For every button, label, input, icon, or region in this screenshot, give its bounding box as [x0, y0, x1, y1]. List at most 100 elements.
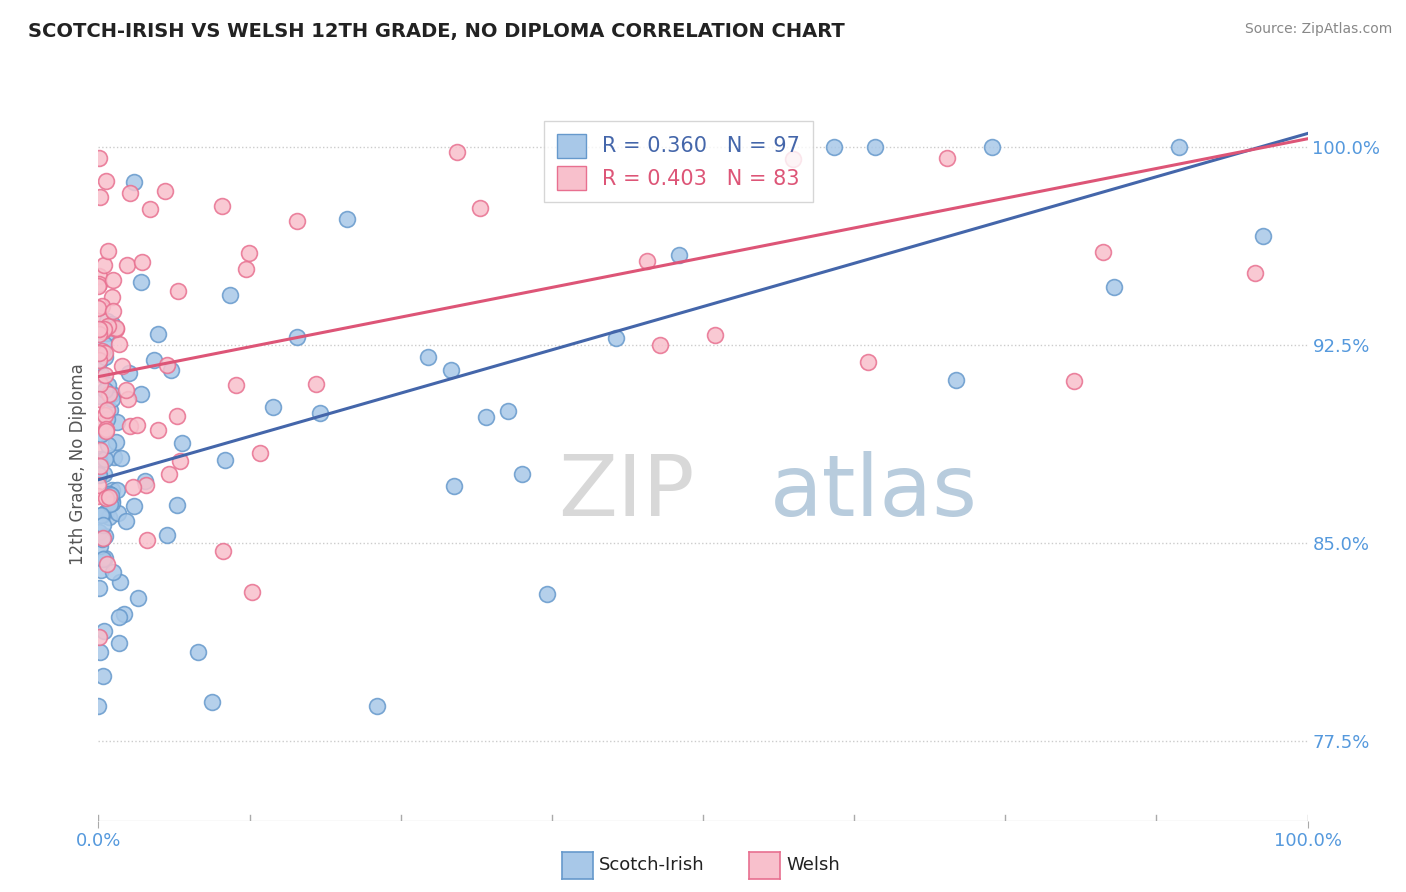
Point	[89, 539, 111, 553]
Point	[101, 386, 124, 401]
Point	[100, 488, 122, 502]
Point	[637, 254, 659, 268]
Point	[122, 175, 145, 189]
Point	[156, 528, 179, 542]
Point	[87, 467, 110, 481]
Point	[96, 412, 118, 426]
Text: atlas: atlas	[769, 450, 977, 534]
Point	[93, 467, 115, 481]
Point	[90, 508, 112, 522]
Point	[142, 353, 165, 368]
Point	[219, 287, 242, 301]
Point	[93, 550, 115, 565]
Point	[1063, 374, 1085, 388]
Point	[166, 284, 188, 298]
Point	[496, 404, 519, 418]
Point	[159, 363, 181, 377]
Point	[440, 362, 463, 376]
Point	[87, 392, 110, 406]
Point	[87, 524, 110, 539]
Point	[97, 487, 120, 501]
Point	[131, 255, 153, 269]
Point	[823, 139, 845, 153]
Point	[101, 496, 124, 510]
Point	[89, 631, 111, 645]
Point	[89, 645, 111, 659]
Point	[115, 383, 138, 397]
Point	[96, 174, 118, 188]
Point	[134, 474, 156, 488]
Point	[98, 403, 121, 417]
Point	[94, 384, 117, 398]
Point	[308, 407, 330, 421]
Point	[87, 346, 110, 360]
Point	[287, 214, 309, 228]
Point	[470, 202, 492, 216]
Point	[240, 585, 263, 599]
Point	[122, 499, 145, 513]
Point	[153, 184, 176, 198]
Point	[166, 409, 188, 423]
Text: Scotch-Irish: Scotch-Irish	[599, 856, 704, 874]
Point	[94, 529, 117, 543]
Point	[87, 699, 110, 714]
Point	[110, 574, 132, 589]
Point	[118, 367, 141, 381]
Point	[157, 467, 180, 482]
Point	[187, 645, 209, 659]
Point	[96, 403, 118, 417]
Point	[1168, 139, 1191, 153]
Point	[146, 327, 169, 342]
Point	[90, 427, 112, 442]
Point	[87, 327, 110, 342]
Point	[858, 355, 880, 369]
Point	[93, 350, 115, 364]
Point	[105, 320, 128, 334]
Point	[125, 418, 148, 433]
Point	[98, 490, 121, 504]
Point	[87, 389, 110, 403]
Point	[135, 478, 157, 492]
Point	[89, 277, 111, 291]
Point	[94, 491, 117, 505]
Point	[443, 479, 465, 493]
Point	[94, 422, 117, 436]
Point	[105, 415, 128, 429]
Point	[87, 151, 110, 165]
Point	[89, 442, 111, 457]
Point	[87, 355, 110, 369]
Point	[107, 609, 129, 624]
Point	[166, 498, 188, 512]
Point	[91, 532, 114, 546]
Point	[87, 454, 110, 468]
Point	[90, 416, 112, 430]
Point	[111, 359, 134, 373]
Point	[93, 624, 115, 639]
Point	[101, 317, 124, 331]
Point	[87, 489, 110, 503]
Point	[91, 299, 114, 313]
Point	[103, 450, 125, 464]
Point	[89, 322, 111, 336]
Point	[285, 330, 308, 344]
Point	[105, 434, 128, 449]
Point	[1102, 280, 1125, 294]
Point	[98, 487, 121, 501]
Point	[98, 386, 121, 401]
Point	[146, 423, 169, 437]
Point	[782, 152, 804, 166]
Point	[668, 248, 690, 262]
Point	[156, 358, 179, 372]
Point	[129, 276, 152, 290]
Point	[225, 377, 247, 392]
Point	[87, 301, 110, 315]
Point	[93, 258, 115, 272]
Point	[107, 336, 129, 351]
Point	[105, 483, 128, 498]
Point	[201, 695, 224, 709]
Point	[97, 510, 120, 524]
Point	[89, 310, 111, 325]
Legend: R = 0.360   N = 97, R = 0.403   N = 83: R = 0.360 N = 97, R = 0.403 N = 83	[544, 121, 813, 202]
Text: SCOTCH-IRISH VS WELSH 12TH GRADE, NO DIPLOMA CORRELATION CHART: SCOTCH-IRISH VS WELSH 12TH GRADE, NO DIP…	[28, 22, 845, 41]
Point	[212, 544, 235, 558]
